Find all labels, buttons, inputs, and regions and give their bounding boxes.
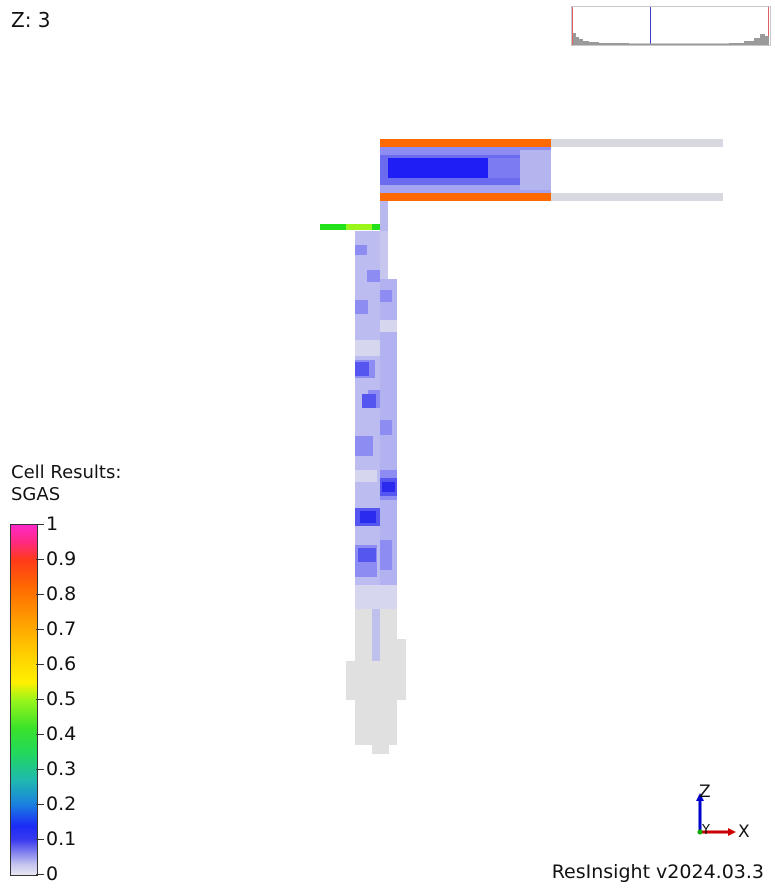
legend-label-0.4: 0.4 <box>46 723 77 745</box>
legend-title-line1: Cell Results: <box>11 462 122 483</box>
legend-label-0.2: 0.2 <box>46 793 77 815</box>
histogram <box>571 6 771 46</box>
top-arm-extension-upper <box>551 139 723 147</box>
top-arm-upper-cells <box>380 139 551 147</box>
legend-label-0: 0 <box>46 863 59 885</box>
legend-title-line2: SGAS <box>11 484 61 505</box>
top-arm-extension-lower <box>551 193 723 201</box>
legend-title: Cell Results: SGAS <box>11 462 121 506</box>
axis-y-label: Y <box>702 823 710 838</box>
version-label: ResInsight v2024.03.3 <box>551 861 764 883</box>
legend-label-0.3: 0.3 <box>46 758 77 780</box>
axis-triad-icon <box>696 793 736 836</box>
z-slice-label: Z: 3 <box>11 8 51 32</box>
axis-z-label: Z <box>699 782 711 802</box>
legend-label-0.6: 0.6 <box>46 653 77 675</box>
histogram-min-line <box>572 7 573 45</box>
histogram-mean-line <box>650 7 651 45</box>
histogram-max-line <box>768 7 769 45</box>
green-side-cells <box>320 224 346 230</box>
legend-label-1: 1 <box>46 513 59 535</box>
legend-label-0.8: 0.8 <box>46 583 77 605</box>
legend-label-0.1: 0.1 <box>46 828 77 850</box>
legend-ticks <box>36 524 46 876</box>
top-arm-lower-cells <box>380 193 551 201</box>
axis-x-label: X <box>738 822 750 842</box>
legend-label-0.9: 0.9 <box>46 548 77 570</box>
connector-cells <box>380 201 388 231</box>
color-legend-bar <box>10 524 38 876</box>
bottom-inactive-cells <box>355 609 372 661</box>
legend-label-0.5: 0.5 <box>46 688 77 710</box>
legend-label-0.7: 0.7 <box>46 618 77 640</box>
histogram-bars <box>573 33 769 45</box>
